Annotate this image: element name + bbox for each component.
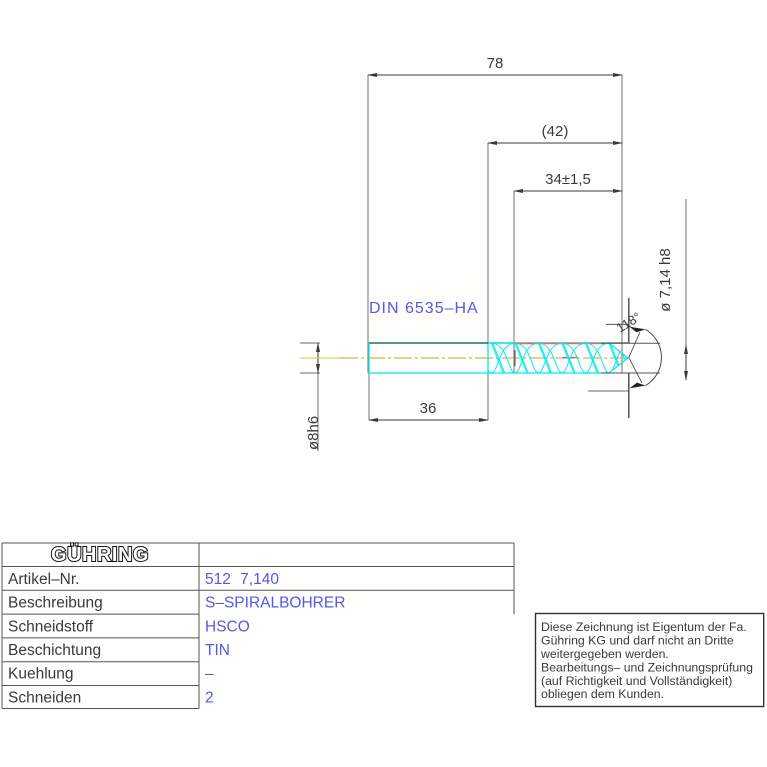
svg-text:Gühring KG und darf nicht an D: Gühring KG und darf nicht an Dritte [541,634,734,648]
svg-text:Schneidstoff: Schneidstoff [8,619,94,636]
svg-text:GÜHRING: GÜHRING [51,543,149,566]
svg-text:Bearbeitungs– und Zeichnungspr: Bearbeitungs– und Zeichnungsprüfung [541,661,753,675]
svg-text:36: 36 [420,400,437,417]
svg-text:34±1,5: 34±1,5 [545,171,591,188]
svg-text:78: 78 [487,55,504,72]
svg-text:DIN 6535–HA: DIN 6535–HA [369,300,479,317]
svg-text:Beschichtung: Beschichtung [8,642,101,659]
svg-text:obliegen dem Kunden.: obliegen dem Kunden. [541,687,664,701]
svg-text:Artikel–Nr.: Artikel–Nr. [8,571,80,588]
svg-text:weitergegeben werden.: weitergegeben werden. [540,647,669,661]
svg-text:S–SPIRALBOHRER: S–SPIRALBOHRER [205,595,345,612]
svg-text:Kuehlung: Kuehlung [8,666,74,683]
svg-text:ø8h6: ø8h6 [305,416,322,450]
svg-text:(auf Richtigkeit und Vollständ: (auf Richtigkeit und Vollständigkeit) [541,674,732,688]
svg-text:TIN: TIN [205,642,230,659]
svg-text:2: 2 [205,690,214,707]
svg-text:Beschreibung: Beschreibung [8,595,103,612]
svg-text:ø 7,14 h8: ø 7,14 h8 [657,248,674,311]
svg-text:512 7,140: 512 7,140 [205,571,279,588]
svg-text:Diese Zeichnung ist Eigentum d: Diese Zeichnung ist Eigentum der Fa. [541,620,747,634]
svg-text:HSCO: HSCO [205,619,250,636]
svg-text:Schneiden: Schneiden [8,690,81,707]
svg-text:–: – [205,666,214,683]
svg-text:(42): (42) [542,123,569,140]
